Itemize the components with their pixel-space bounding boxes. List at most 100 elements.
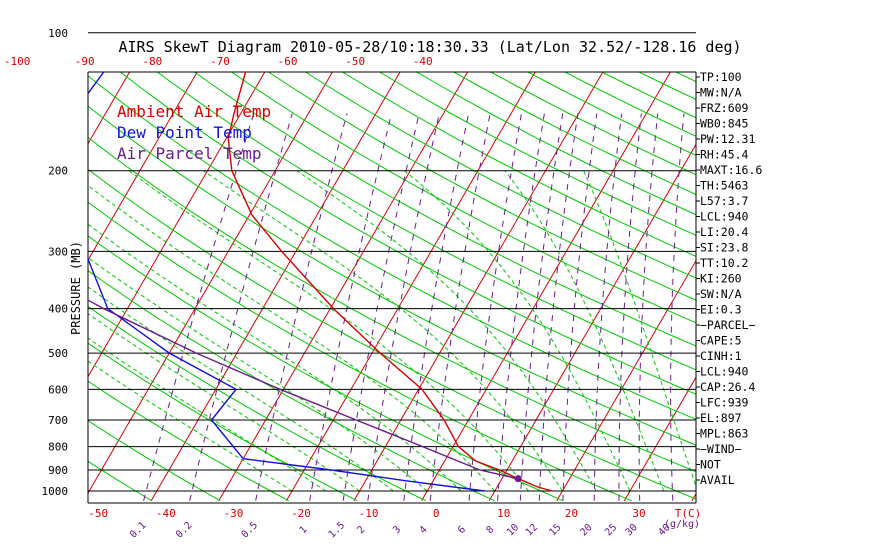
mixing-ratio-line [367,113,440,501]
mixing-ratio-line [429,113,491,501]
isotherm-line [150,72,401,501]
mixing-ratio-tick-label: 10 [505,522,521,538]
isotherm-line [760,23,870,501]
legend-item: Ambient Air Temp [117,102,271,121]
index-entry: CAP:26.4 [700,380,755,394]
mixing-ratio-tick-label: 3 [391,524,403,536]
dry-adiabat-line [230,72,696,324]
index-entry: EI:0.3 [700,303,742,317]
dry-adiabat-line [304,72,696,279]
isotherm-line [88,72,266,378]
mixing-ratio-line [618,113,642,501]
pressure-tick-label: 400 [48,303,68,316]
top-temp-tick-label: -80 [142,55,162,68]
moist-adiabat-line [88,184,496,492]
mixing-ratio-tick-label: 0.2 [174,520,195,541]
index-entry: CINH:1 [700,349,742,363]
dry-adiabat-line [600,72,696,119]
mixing-ratio-line [670,113,685,501]
dry-adiabat-line [378,72,696,236]
dry-adiabat-line [193,72,696,347]
index-entry: PW:12.31 [700,132,755,146]
mixing-ratio-tick-label: 4 [418,524,430,536]
dry-adiabat-line [88,460,152,502]
index-entry: TP:100 [700,70,742,84]
dry-adiabat-line [88,235,564,502]
moist-adiabat-line [128,170,529,492]
isotherm-line [88,72,131,145]
moist-adiabat-line [88,256,428,492]
dry-adiabat-line [88,105,696,446]
top-temp-tick-label: -70 [210,55,230,68]
pressure-tick-label: 500 [48,347,68,360]
dry-adiabat-line [808,33,870,501]
legend: Ambient Air Temp Dew Point Temp Air Parcel… [117,102,271,163]
mixing-ratio-line [143,113,255,501]
mixing-ratio-tick-label: 15 [547,522,563,538]
index-entry: LFC:939 [700,396,749,410]
pressure-tick-label: 300 [48,245,68,258]
isotherm-line [488,143,696,501]
index-entry: LI:20.4 [700,225,749,239]
pressure-tick-label: 900 [48,464,68,477]
bottom-temp-tick-label: 10 [497,507,510,520]
pressure-tick-label: 100 [48,27,68,40]
dry-adiabat-line [737,33,870,501]
lcl-marker [514,475,522,483]
dry-adiabat-line [88,75,696,420]
moist-adiabat-line [88,286,394,492]
bottom-temp-tick-label: 0 [433,507,440,520]
index-entry: MW:N/A [700,86,742,100]
dry-adiabat-line [88,419,221,502]
bottom-temp-unit: T(C) [675,507,702,520]
index-entry: TH:5463 [700,179,749,193]
index-entry: −PARCEL− [700,318,755,332]
mixing-ratio-tick-label: 0.1 [128,520,149,541]
mixing-ratio-tick-label: 1.5 [327,520,348,541]
dry-adiabat-line [119,72,696,395]
dry-adiabat-line [452,72,696,195]
dry-adiabat-line [267,72,696,301]
mixing-ratio-tick-label: 1 [298,524,310,536]
moist-adiabat-line [504,170,665,492]
pressure-tick-label: 700 [48,414,68,427]
bottom-temp-tick-label: 20 [565,507,578,520]
isotherm-line [88,72,198,262]
mixing-ratio-tick-label: 8 [484,524,496,536]
mixing-ratio-tick-label: 2 [355,524,367,536]
isotherm-line [353,72,604,501]
mixing-ratio-line [638,113,659,501]
bottom-temp-tick-label: -10 [359,507,379,520]
index-entry: −WIND− [700,442,742,456]
index-entry: AVAIL [700,473,735,487]
bottom-temp-tick-label: -20 [291,507,311,520]
bottom-temp-tick-label: -40 [156,507,176,520]
dry-adiabat-line [88,201,632,502]
index-entry: LCL:940 [700,210,749,224]
mixing-ratio-line [562,113,598,501]
chart-title: AIRS SkewT Diagram 2010-05-28/10:18:30.3… [118,38,741,56]
pressure-tick-label: 800 [48,441,68,454]
bottom-temp-tick-label: -50 [88,507,108,520]
mixing-ratio-line [255,113,348,501]
top-temp-tick-label: -90 [75,55,95,68]
mixing-ratio-tick-label: 20 [578,522,594,538]
bottom-temp-tick-label: 30 [632,507,645,520]
mixing-ratio-line [309,113,393,501]
isobars [87,32,697,504]
dry-adiabat-line [772,33,870,501]
dry-adiabat-line [667,33,870,501]
dry-adiabat-line [88,305,427,502]
mixing-ratio-tick-label: 25 [603,522,619,538]
dry-adiabat-line [415,72,696,216]
dry-adiabat-line [526,72,696,156]
index-entry: RH:45.4 [700,148,749,162]
index-entry: FRZ:609 [700,101,749,115]
index-entry: MAXT:16.6 [700,163,762,177]
mixing-ratio-tick-label: 30 [624,522,640,538]
ambient-air-templine [227,72,553,492]
dry-adiabat-line [341,72,696,257]
index-entry: MPL:863 [700,427,749,441]
